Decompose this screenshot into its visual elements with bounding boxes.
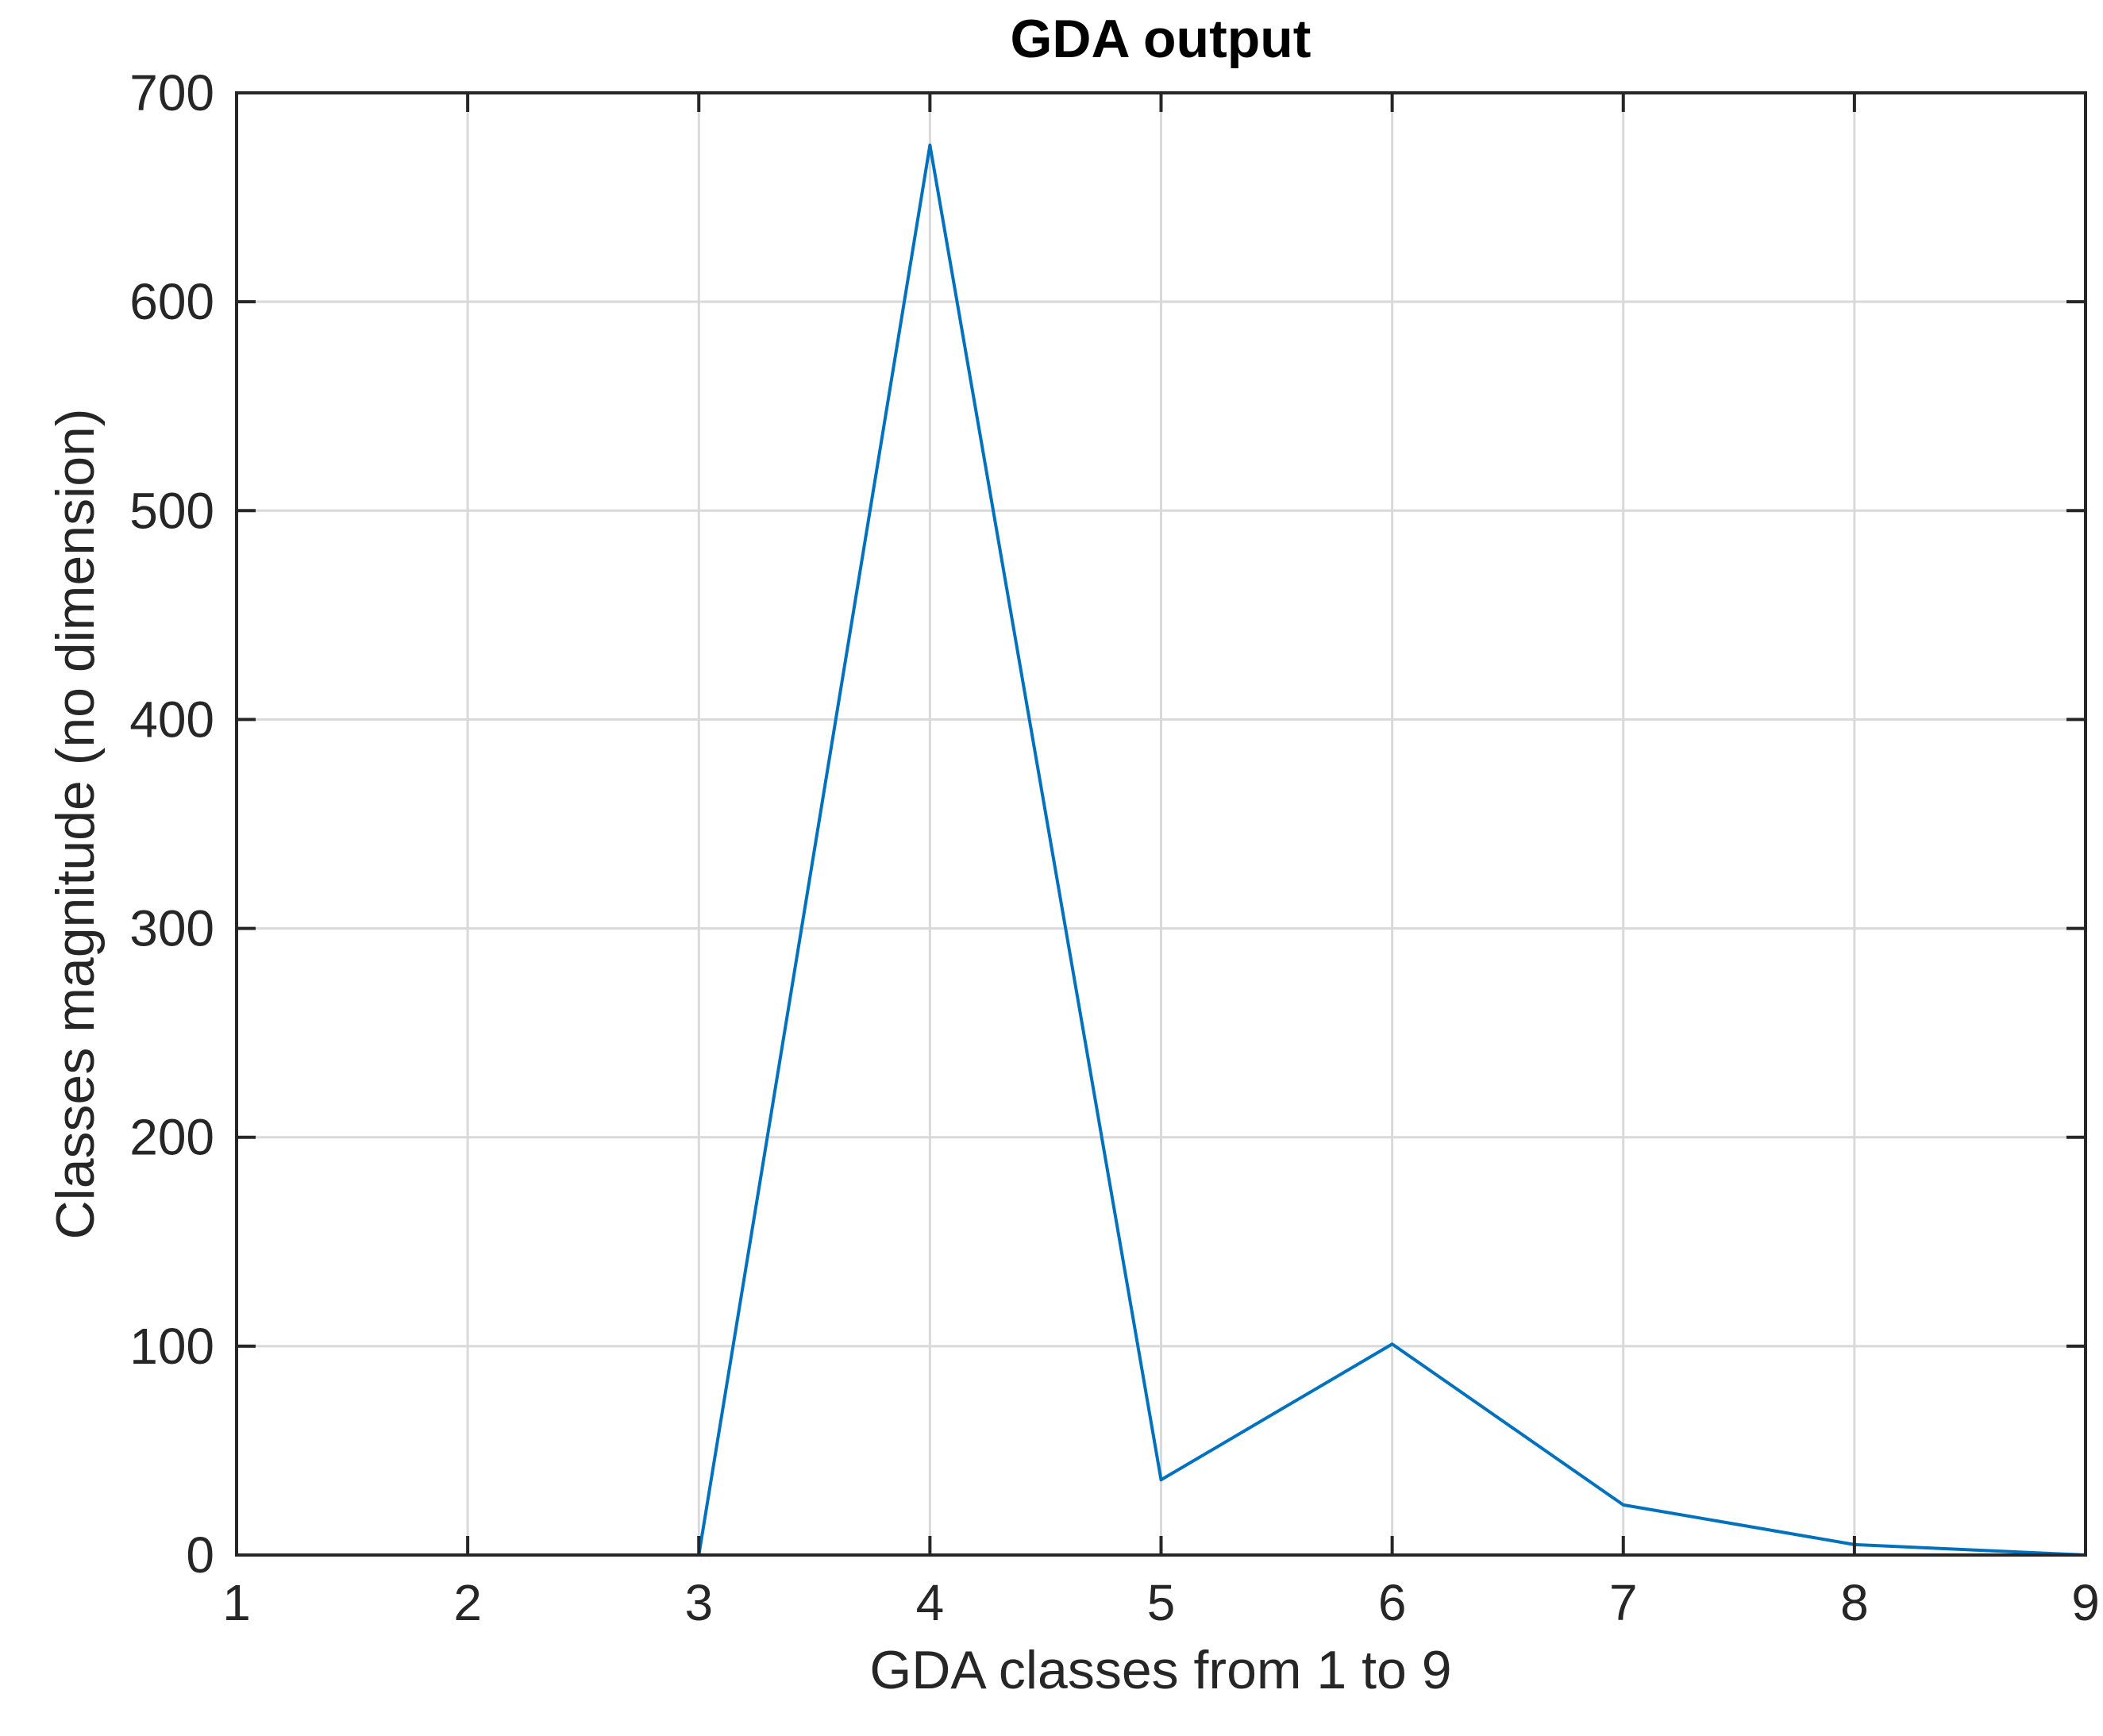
x-tick-label: 4 (916, 1574, 945, 1631)
chart-title: GDA output (1011, 9, 1311, 69)
y-tick-label: 200 (129, 1109, 214, 1166)
ticks (235, 91, 2087, 1557)
y-tick-label: 100 (129, 1318, 214, 1375)
x-tick-label: 7 (1609, 1574, 1638, 1631)
y-tick-label: 600 (129, 273, 214, 330)
y-tick-label: 0 (186, 1526, 214, 1584)
x-tick-label: 9 (2071, 1574, 2100, 1631)
y-tick-label: 400 (129, 691, 214, 748)
x-tick-label: 8 (1840, 1574, 1869, 1631)
x-axis-label: GDA classes from 1 to 9 (869, 1640, 1451, 1700)
tick-labels: 1 2 3 4 5 6 7 8 9 0 100 200 300 400 500 600 700 (129, 64, 2100, 1631)
x-tick-label: 3 (684, 1574, 713, 1631)
x-tick-label: 2 (453, 1574, 482, 1631)
y-tick-label: 700 (129, 64, 214, 121)
y-axis-label: Classes magnitude (no dimension) (45, 409, 106, 1240)
y-tick-label: 300 (129, 900, 214, 957)
y-tick-label: 500 (129, 482, 214, 539)
x-tick-label: 1 (222, 1574, 251, 1631)
x-tick-label: 5 (1147, 1574, 1176, 1631)
x-tick-label: 6 (1378, 1574, 1407, 1631)
